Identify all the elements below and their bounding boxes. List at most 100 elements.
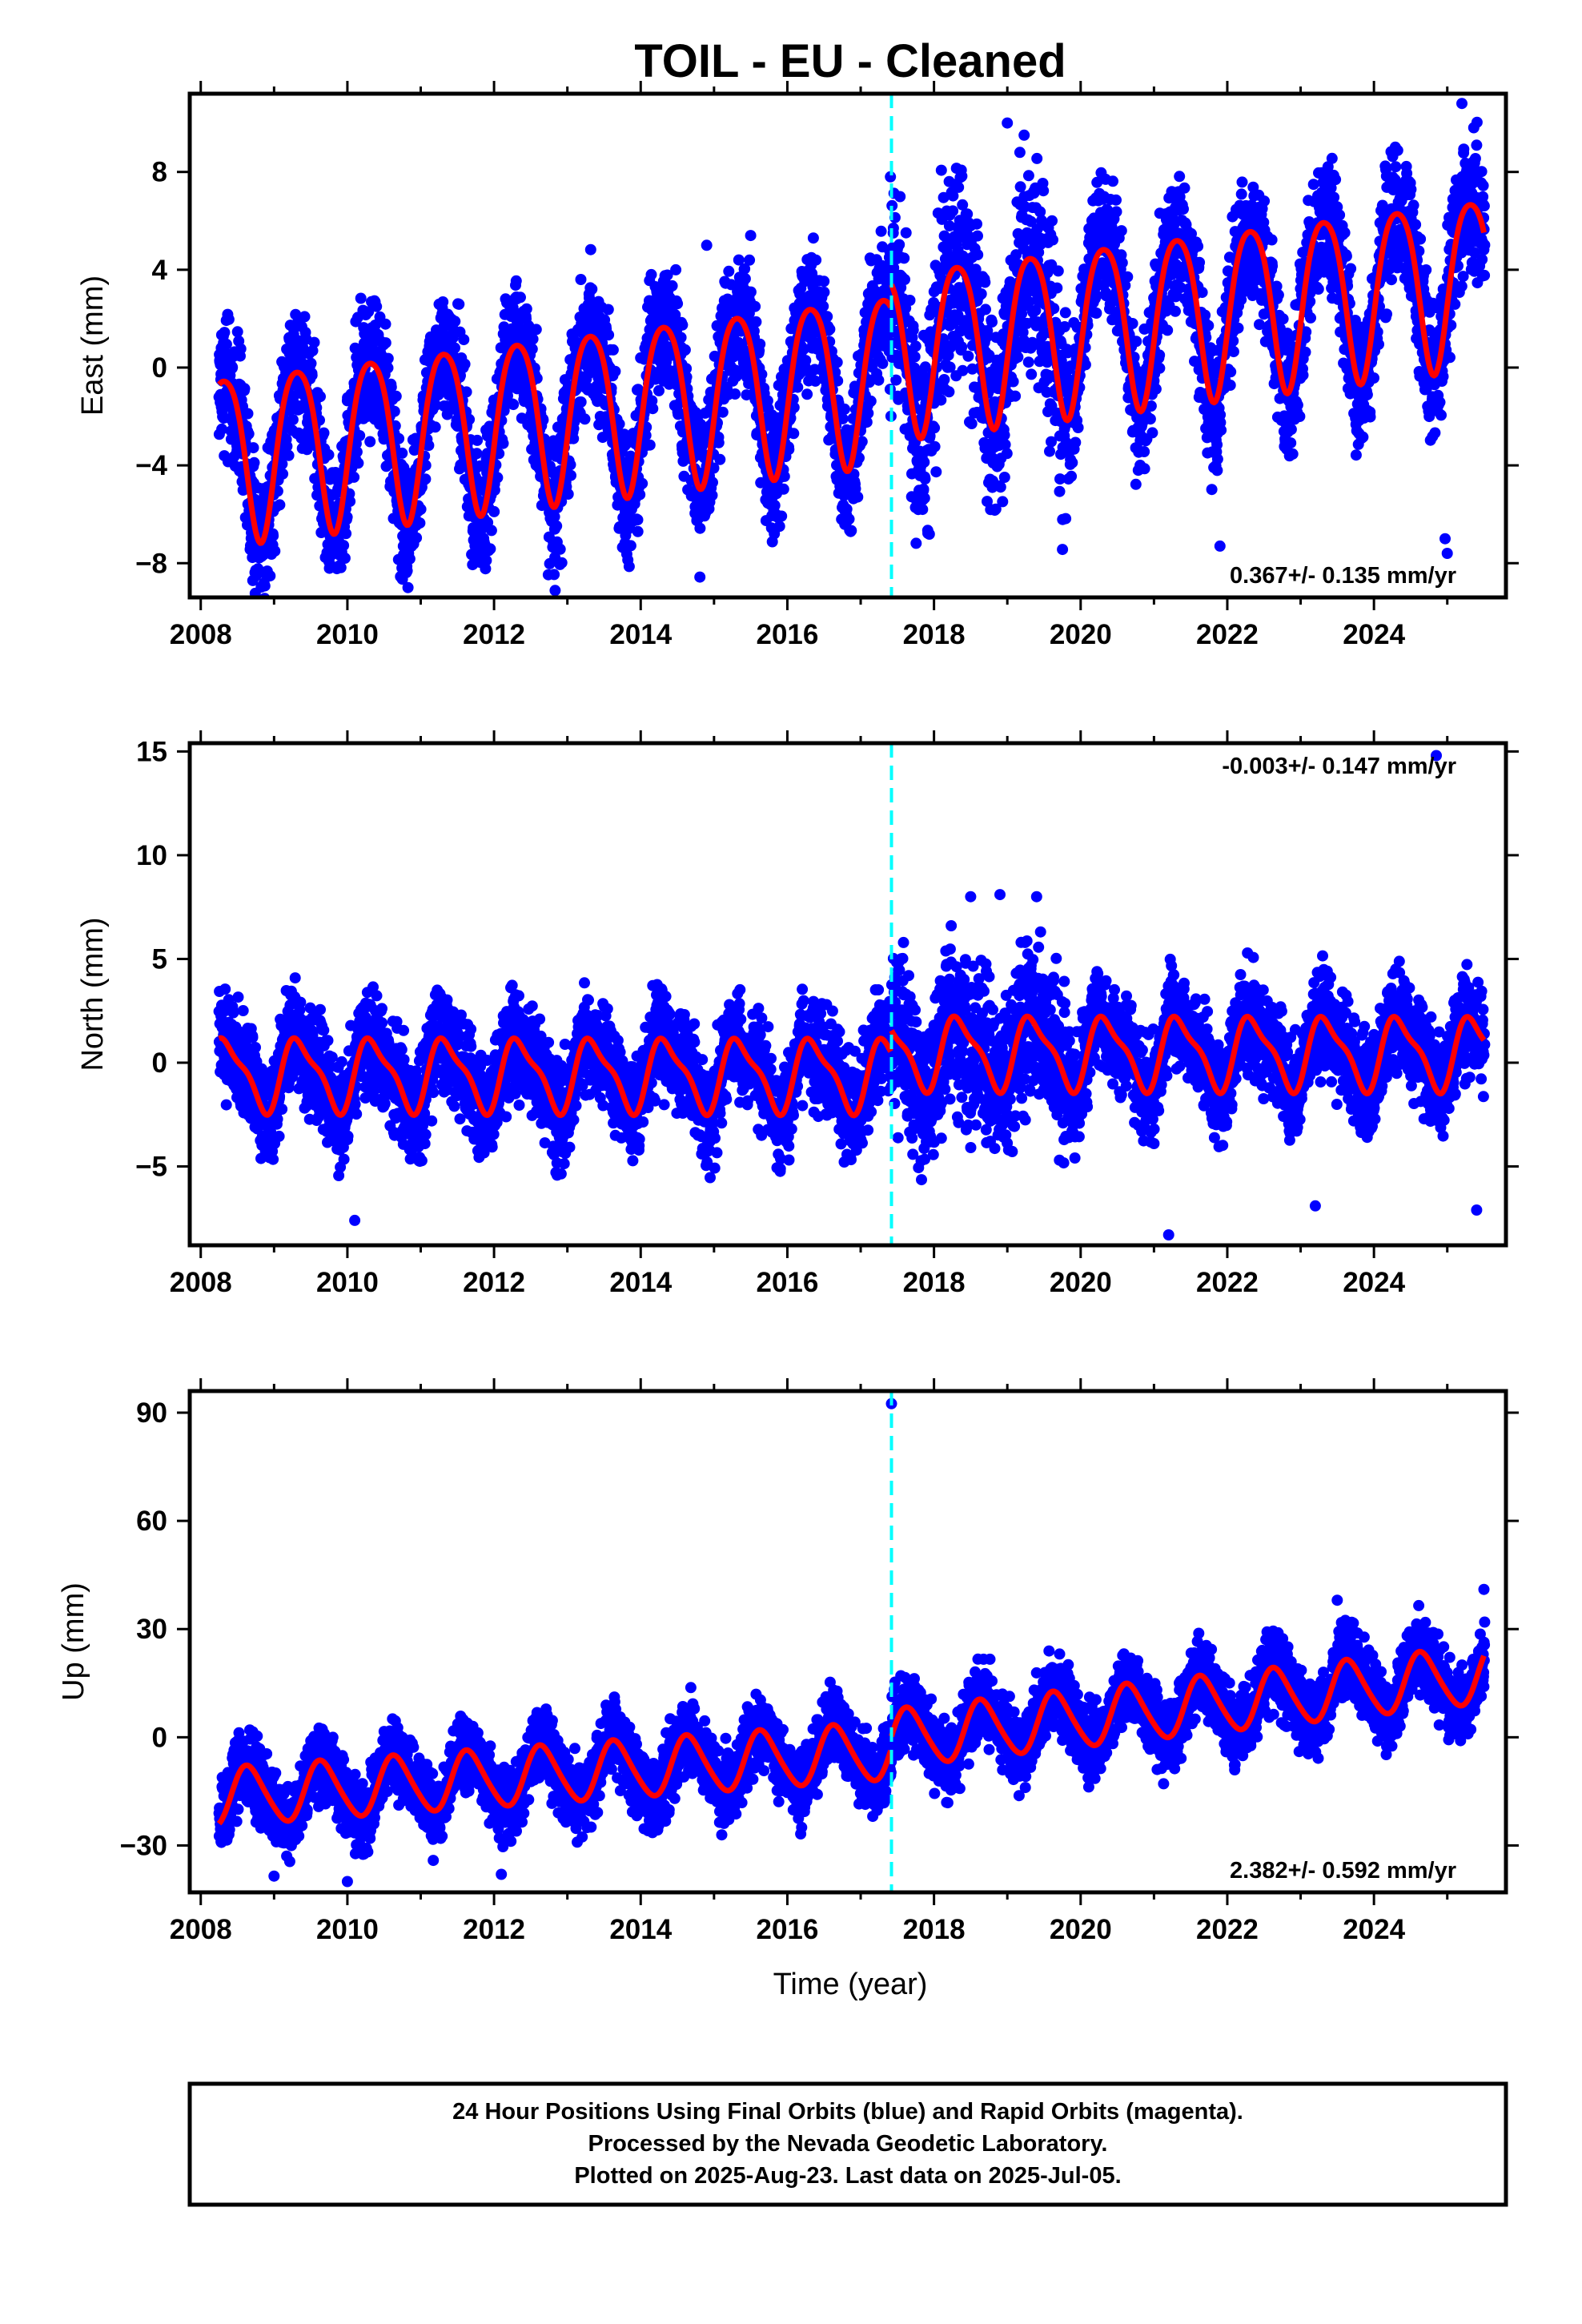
data-point: [778, 470, 790, 482]
data-point: [480, 563, 492, 575]
data-point: [1277, 313, 1289, 325]
data-point: [1038, 185, 1050, 197]
data-point: [856, 436, 868, 448]
data-point: [917, 483, 930, 495]
data-point: [861, 416, 873, 428]
data-point: [1272, 289, 1284, 301]
data-point: [919, 473, 931, 485]
data-point: [944, 361, 956, 373]
data-point: [526, 343, 538, 355]
data-point: [556, 557, 568, 569]
data-point: [863, 376, 875, 388]
data-point: [1001, 448, 1013, 460]
data-point: [219, 327, 231, 339]
data-point: [276, 458, 288, 470]
data-point: [773, 380, 785, 392]
data-point: [277, 468, 289, 480]
data-point: [875, 225, 887, 237]
data-point: [281, 440, 293, 452]
data-point: [832, 375, 844, 387]
data-point: [269, 545, 281, 557]
data-point: [1018, 129, 1030, 141]
data-point: [998, 429, 1010, 441]
data-point: [943, 386, 955, 398]
data-point: [527, 333, 539, 345]
data-point: [1211, 464, 1223, 476]
data-point: [1054, 473, 1066, 485]
data-point: [1090, 308, 1102, 319]
data-point: [1102, 204, 1114, 216]
data-point: [947, 190, 959, 202]
data-point: [414, 517, 426, 529]
data-point: [1126, 318, 1138, 329]
data-point: [287, 414, 299, 426]
data-point: [982, 325, 994, 336]
data-point: [632, 514, 644, 526]
data-point: [930, 466, 942, 478]
data-point: [488, 505, 500, 517]
data-point: [972, 230, 983, 242]
data-point: [956, 341, 968, 353]
data-point: [909, 351, 921, 363]
data-point: [818, 286, 830, 298]
data-point: [729, 388, 741, 400]
data-point: [335, 561, 347, 573]
data-point: [510, 275, 522, 287]
data-point: [1170, 305, 1181, 317]
data-point: [283, 449, 295, 461]
data-point: [947, 205, 959, 217]
data-point: [1154, 362, 1166, 374]
data-point: [670, 263, 682, 275]
data-point: [1031, 152, 1043, 164]
east-panel: 2008 2010 2012 2014 2016 2018 2020 2022 2024−8−4…: [76, 81, 1519, 650]
data-point: [602, 304, 614, 316]
data-point: [1224, 380, 1236, 391]
data-point: [1014, 147, 1026, 159]
data-point: [877, 357, 889, 369]
data-point: [669, 309, 681, 321]
data-point: [586, 283, 598, 295]
data-point: [485, 525, 497, 537]
data-point: [1138, 446, 1150, 457]
data-point: [907, 324, 919, 336]
data-point: [1130, 336, 1142, 348]
data-point: [1034, 206, 1046, 218]
data-point: [1051, 282, 1063, 294]
data-point: [666, 279, 678, 292]
data-point: [624, 540, 636, 552]
data-point: [755, 476, 767, 489]
data-point: [1066, 470, 1078, 482]
data-point: [1026, 368, 1038, 380]
data-point: [956, 170, 968, 182]
data-point: [575, 274, 587, 285]
data-point: [885, 171, 897, 183]
data-point: [1046, 436, 1057, 448]
data-point: [919, 361, 931, 373]
data-point: [999, 439, 1011, 451]
data-point: [231, 326, 243, 338]
data-point: [810, 254, 822, 266]
data-point: [1110, 206, 1122, 218]
data-point: [837, 412, 849, 424]
data-point: [554, 543, 566, 555]
data-point: [980, 304, 991, 316]
data-point: [420, 473, 432, 485]
data-point: [460, 386, 472, 398]
data-point: [708, 462, 720, 474]
data-point: [894, 191, 906, 203]
data-point: [776, 510, 788, 522]
data-point: [953, 181, 965, 193]
data-point: [998, 472, 1010, 483]
data-point: [893, 393, 905, 405]
data-point: [584, 292, 595, 304]
data-point: [845, 525, 857, 537]
data-point: [824, 324, 836, 336]
data-point: [852, 491, 864, 503]
data-point: [1066, 456, 1078, 468]
data-point: [788, 401, 800, 413]
data-point: [264, 570, 276, 582]
east-plot-area: [213, 98, 1491, 597]
data-point: [502, 390, 513, 402]
data-point: [355, 292, 367, 304]
data-point: [1211, 453, 1223, 465]
